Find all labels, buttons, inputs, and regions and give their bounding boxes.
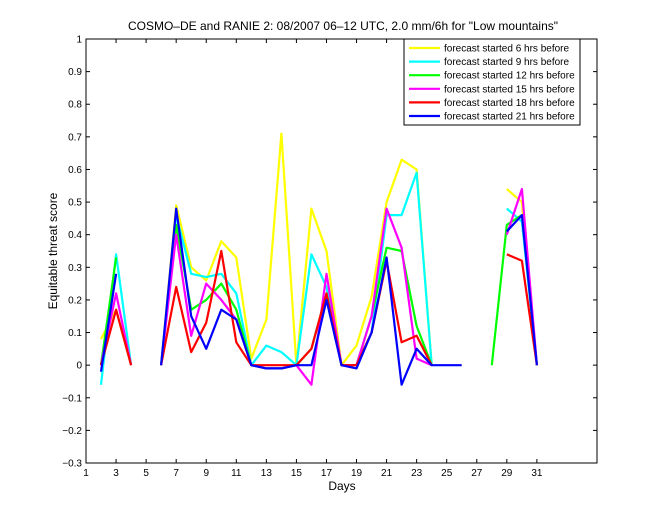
y-tick-label: −0.1	[62, 393, 82, 404]
x-tick-label: 5	[143, 468, 149, 479]
y-axis-title: Equitable threat score	[46, 192, 60, 309]
legend-label: forecast started 15 hrs before	[444, 84, 575, 95]
legend-label: forecast started 18 hrs before	[444, 98, 575, 109]
legend: forecast started 6 hrs before forecast st…	[403, 38, 581, 126]
y-tick-label: 0.1	[68, 328, 82, 339]
y-tick-label: 1	[76, 35, 82, 46]
series-line	[505, 214, 538, 366]
y-tick-label: 0	[76, 361, 82, 372]
x-tick-label: 27	[471, 468, 483, 479]
series-line	[99, 308, 133, 366]
x-tick-label: 11	[231, 468, 242, 479]
legend-box	[403, 38, 581, 126]
x-tick-label: 17	[321, 468, 333, 479]
x-tick-label: 19	[351, 468, 363, 479]
x-tick-label: 15	[291, 468, 303, 479]
legend-label: forecast started 12 hrs before	[444, 71, 575, 82]
y-tick-label: −0.3	[62, 459, 82, 470]
x-tick-label: 13	[261, 468, 273, 479]
x-tick-label: 31	[531, 468, 543, 479]
y-tick-label: 0.4	[68, 230, 82, 241]
y-tick-label: 0.6	[68, 165, 82, 176]
y-tick-label: 0.7	[68, 132, 82, 143]
y-tick-label: −0.2	[62, 426, 82, 437]
x-tick-label: 23	[411, 468, 423, 479]
y-axis: 1 0.9 0.8 0.7 0.6 0.5 0.4 0.3 0.2 0.1 0 −0.1 −0.2 −0.…	[62, 35, 597, 470]
legend-label: forecast started 9 hrs before	[444, 57, 570, 68]
legend-label: forecast started 21 hrs before	[444, 112, 575, 123]
x-tick-label: 25	[441, 468, 453, 479]
y-tick-label: 0.5	[68, 198, 82, 209]
y-tick-label: 0.3	[68, 263, 82, 274]
y-tick-label: 0.2	[68, 295, 82, 306]
series-line	[99, 273, 118, 372]
x-axis-title: Days	[328, 479, 355, 493]
legend-label: forecast started 6 hrs before	[444, 44, 570, 55]
x-tick-label: 7	[173, 468, 179, 479]
chart-title: COSMO–DE and RANIE 2: 08/2007 06–12 UTC,…	[128, 19, 558, 33]
x-tick-label: 1	[83, 468, 89, 479]
series-5	[99, 207, 538, 386]
y-tick-label: 0.8	[68, 100, 82, 111]
y-tick-label: 0.9	[68, 67, 82, 78]
series-layer	[99, 132, 538, 386]
x-axis: 1 3 5 7 9 11 13 15 17 19 21 23 25 27 29 31	[83, 39, 543, 479]
x-tick-label: 21	[381, 468, 393, 479]
series-line	[506, 253, 538, 366]
x-tick-label: 9	[203, 468, 209, 479]
series-line	[99, 257, 118, 366]
x-tick-label: 29	[501, 468, 513, 479]
x-tick-label: 3	[113, 468, 119, 479]
series-line	[160, 207, 462, 386]
